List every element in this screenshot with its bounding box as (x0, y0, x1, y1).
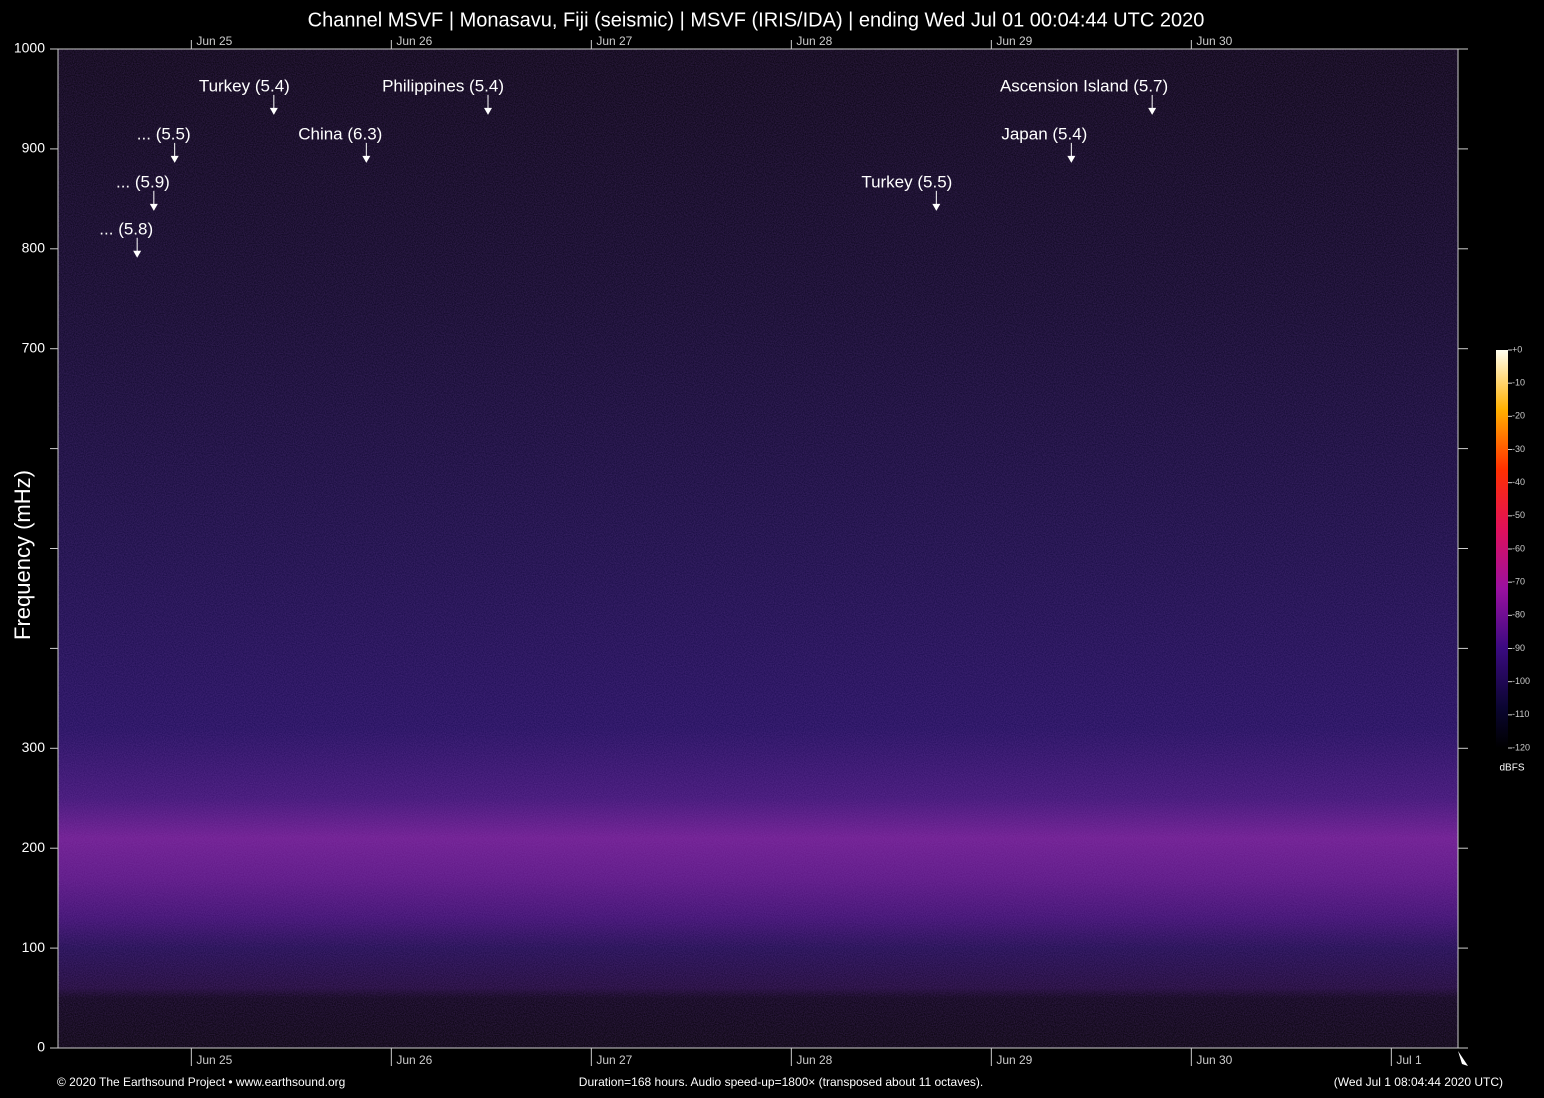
colorbar-tick-label: -100 (1512, 676, 1530, 686)
y-tick-label: 800 (22, 240, 46, 256)
colorbar-tick-label: -90 (1512, 643, 1525, 653)
y-tick-label: 900 (22, 140, 46, 156)
annotation-text: Turkey (5.5) (861, 172, 952, 191)
annotation-text: ... (5.5) (137, 124, 191, 143)
colorbar-tick-label: -40 (1512, 477, 1525, 487)
annotation-text: China (6.3) (298, 124, 382, 143)
annotation-arrow (149, 203, 158, 211)
x-tick-label: Jun 26 (396, 1053, 432, 1067)
footer-left: © 2020 The Earthsound Project • www.eart… (57, 1075, 345, 1089)
annotation-text: Philippines (5.4) (382, 76, 504, 95)
chart-title: Channel MSVF | Monasavu, Fiji (seismic) … (308, 9, 1205, 31)
annotation-text: ... (5.8) (99, 219, 153, 238)
y-tick-label: 300 (22, 739, 46, 755)
annotation-text: Ascension Island (5.7) (1000, 76, 1168, 95)
annotation-arrow (269, 107, 278, 115)
annotation-arrow (484, 107, 492, 115)
colorbar-tick-label: -20 (1512, 411, 1525, 421)
x-tick-label-top: Jun 25 (196, 34, 232, 48)
x-tick-label: Jun 28 (796, 1053, 832, 1067)
x-tick-label-top: Jun 26 (396, 34, 432, 48)
colorbar-tick-label: -110 (1512, 709, 1529, 719)
x-tick-label: Jun 30 (1196, 1053, 1232, 1067)
x-tick-label: Jul 1 (1396, 1053, 1422, 1067)
spectrogram-noise (58, 49, 1458, 1048)
colorbar-tick-label: -10 (1512, 378, 1525, 388)
colorbar-tick-label: -60 (1512, 543, 1525, 553)
annotation-arrow (133, 250, 142, 258)
colorbar (1496, 350, 1508, 748)
annotation-text: ... (5.9) (116, 172, 170, 191)
x-tick-label: Jun 27 (596, 1053, 632, 1067)
x-tick-label: Jun 29 (996, 1053, 1032, 1067)
annotation-text: Japan (5.4) (1001, 124, 1087, 143)
x-tick-label: Jun 25 (196, 1053, 232, 1067)
x-tick-label-top: Jun 30 (1196, 34, 1232, 48)
y-tick-label: 100 (22, 939, 46, 955)
y-axis-label: Frequency (mHz) (10, 470, 35, 640)
y-tick-label: 0 (37, 1039, 45, 1055)
y-tick-label: 1000 (14, 40, 45, 56)
y-tick-label: 200 (22, 839, 46, 855)
annotation-text: Turkey (5.4) (199, 76, 290, 95)
annotation-arrow (362, 155, 371, 163)
y-tick-label: 700 (22, 339, 46, 355)
annotation-arrow (1148, 107, 1157, 115)
annotation-arrow (170, 155, 179, 163)
colorbar-tick-label: -120 (1512, 742, 1530, 752)
x-tick-label-top: Jun 28 (796, 34, 832, 48)
annotation-arrow (1067, 155, 1076, 163)
colorbar-label: dBFS (1499, 763, 1524, 774)
colorbar-tick-label: -50 (1512, 510, 1525, 520)
colorbar-tick-label: -80 (1512, 610, 1525, 620)
footer-right: (Wed Jul 1 08:04:44 2020 UTC) (1334, 1075, 1503, 1089)
x-tick-label-top: Jun 29 (996, 34, 1032, 48)
annotation-arrow (932, 203, 941, 211)
colorbar-tick-label: -30 (1512, 444, 1525, 454)
x-tick-label-top: Jun 27 (596, 34, 632, 48)
colorbar-tick-label: -70 (1512, 577, 1525, 587)
colorbar-tick-label: +0 (1512, 344, 1522, 354)
cursor (1458, 1051, 1468, 1066)
footer-center: Duration=168 hours. Audio speed-up=1800×… (579, 1075, 983, 1089)
